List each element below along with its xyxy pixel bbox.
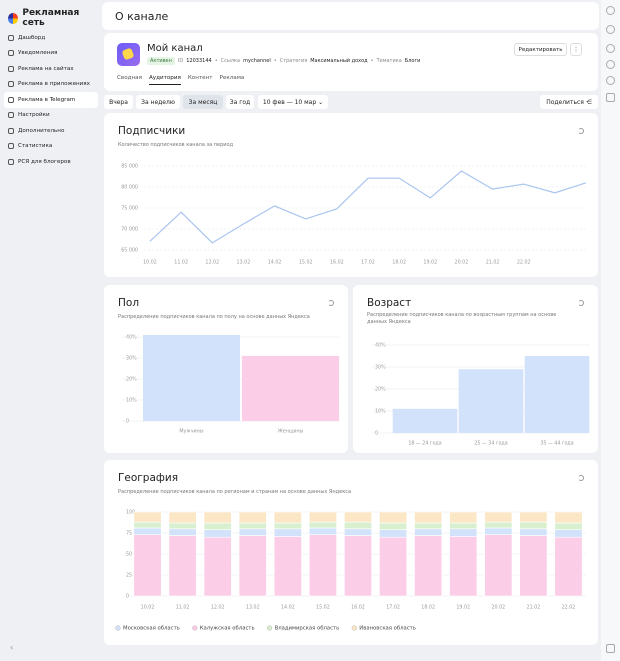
menu-item[interactable]: Реклама в Telegram (4, 92, 98, 108)
menu-label: Реклама в приложениях (18, 81, 90, 88)
tab[interactable]: Аудитория (148, 75, 181, 85)
refresh[interactable] (578, 128, 584, 134)
chart-title: Возраст (367, 297, 412, 309)
menu-label: Настройки (18, 112, 50, 119)
refresh[interactable] (578, 300, 584, 306)
menu-item[interactable]: РСЯ для блогеров (4, 154, 98, 170)
date-range-text: 10 фев — 10 мар (262, 98, 317, 106)
rail-icon[interactable] (606, 44, 615, 53)
topic-label: Тематика (376, 58, 402, 64)
chart-subtitle: Количество подписчиков канала за период (118, 142, 234, 148)
refresh[interactable] (328, 300, 334, 306)
menu-label: Дашборд (18, 34, 46, 41)
rail-icon[interactable] (606, 6, 615, 15)
channel-info: Активен ID 12033144 • Ссылка mychannel • С… (147, 57, 420, 65)
menu-label: Реклама на сайтах (18, 65, 74, 72)
share-text: Поделиться (546, 98, 584, 106)
menu-item[interactable]: Реклама на сайтах (4, 61, 98, 77)
collapse[interactable]: ‹ (10, 643, 14, 652)
menu-item[interactable]: Статистика (4, 139, 98, 155)
chart-card: Подписчики Количество подписчиков канала… (104, 113, 598, 277)
menu-icon (8, 158, 14, 165)
channel-card: Мой канал Активен ID 12033144 • Ссылка myc… (104, 33, 598, 91)
topic: Блоги (404, 58, 421, 64)
logo (8, 12, 19, 24)
link[interactable]: mychannel (243, 58, 271, 64)
menu-icon (8, 127, 14, 134)
sep: • (214, 58, 218, 64)
channel-avatar (117, 43, 140, 66)
menu-icon (8, 81, 14, 88)
menu-label: Уведомления (18, 50, 58, 57)
refresh[interactable] (578, 475, 584, 481)
menu-icon (8, 143, 14, 150)
avatar-icon (121, 47, 135, 61)
menu-icon (8, 50, 14, 57)
chart-subtitle: Распределение подписчиков канала по реги… (118, 489, 352, 495)
menu-item[interactable]: Дашборд (4, 30, 98, 46)
tab[interactable]: Сводная (117, 75, 142, 81)
share-button[interactable]: Поделиться ⋲ (540, 95, 598, 109)
menu-icon (8, 112, 14, 119)
header: О канале (102, 2, 599, 30)
tab[interactable]: Реклама (219, 75, 245, 81)
sep: • (370, 58, 374, 64)
edit-button[interactable]: Редактировать (514, 43, 567, 56)
chart-subtitle: Распределение подписчиков канала по полу… (118, 314, 310, 320)
header-title: О канале (115, 10, 169, 23)
sep: • (273, 58, 277, 64)
rail-icon[interactable] (606, 76, 615, 85)
chart-subtitle: Распределение подписчиков канала по возр… (367, 312, 557, 325)
menu-label: Статистика (18, 143, 53, 150)
period-option[interactable]: За неделю (136, 95, 180, 109)
strategy-label: Стратегия (279, 58, 308, 64)
menu-item[interactable]: Уведомления (4, 46, 98, 62)
strategy: Максимальный доход (310, 58, 368, 64)
menu-icon (8, 34, 14, 41)
chart-title: Пол (118, 297, 140, 309)
period-option[interactable]: За год (226, 95, 254, 109)
id: 12033144 (186, 58, 212, 64)
menu-label: Дополнительно (18, 127, 65, 134)
menu-icon (8, 96, 14, 103)
chart-title: География (118, 472, 179, 484)
date-range[interactable]: 10 фев — 10 мар ⌄ (258, 95, 328, 109)
period-option[interactable]: Вчера (104, 95, 133, 109)
rail-icon[interactable] (606, 25, 615, 34)
more-button[interactable]: ⋮ (570, 43, 582, 56)
tabs: Сводная Аудитория Контент Реклама (117, 75, 244, 85)
sidebar: Рекламная сеть Дашборд Уведомления Реклама… (0, 0, 100, 661)
rail-icon[interactable] (606, 644, 615, 653)
menu-label: РСЯ для блогеров (18, 158, 71, 165)
brand[interactable]: Рекламная сеть (8, 8, 100, 28)
menu-item[interactable]: Дополнительно (4, 123, 98, 139)
chart-card: Пол Распределение подписчиков канала по … (104, 285, 348, 453)
id-label: ID (177, 58, 184, 64)
rail-icon[interactable] (606, 60, 615, 69)
menu-icon (8, 65, 14, 72)
menu: Дашборд Уведомления Реклама на сайтах Рекла… (4, 30, 98, 170)
chart-title: Подписчики (118, 125, 186, 137)
chart-card: География Распределение подписчиков кана… (104, 460, 598, 645)
channel-name: Мой канал (147, 43, 203, 54)
tab[interactable]: Контент (187, 75, 213, 81)
status-badge: Активен (147, 57, 175, 65)
menu-item[interactable]: Реклама в приложениях (4, 77, 98, 93)
rail-icon[interactable] (606, 93, 615, 102)
right-rail (601, 0, 620, 661)
chart-card: Возраст Распределение подписчиков канала… (353, 285, 598, 453)
menu-label: Реклама в Telegram (18, 96, 76, 103)
period-option[interactable]: За месяц (183, 95, 223, 109)
menu-item[interactable]: Настройки (4, 108, 98, 124)
link-label: Ссылка (220, 58, 241, 64)
brand-name: Рекламная сеть (22, 8, 80, 28)
